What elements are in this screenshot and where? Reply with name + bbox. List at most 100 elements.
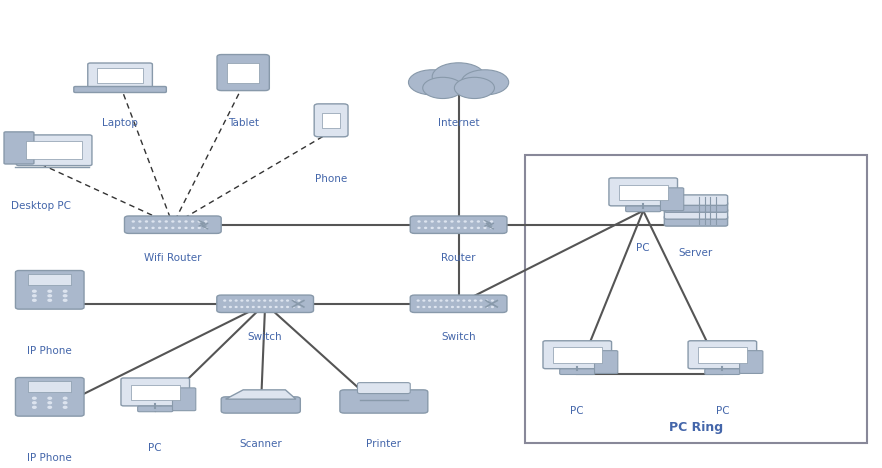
FancyBboxPatch shape bbox=[664, 202, 728, 212]
FancyBboxPatch shape bbox=[138, 406, 173, 412]
Circle shape bbox=[185, 227, 187, 228]
FancyBboxPatch shape bbox=[410, 295, 507, 313]
Circle shape bbox=[454, 77, 495, 99]
Text: PC: PC bbox=[148, 443, 162, 453]
FancyBboxPatch shape bbox=[16, 378, 84, 416]
Circle shape bbox=[48, 406, 51, 408]
Circle shape bbox=[247, 300, 249, 301]
Circle shape bbox=[429, 300, 430, 301]
Circle shape bbox=[275, 300, 277, 301]
Polygon shape bbox=[226, 390, 296, 399]
FancyBboxPatch shape bbox=[419, 83, 498, 91]
FancyBboxPatch shape bbox=[26, 141, 82, 159]
Circle shape bbox=[437, 227, 440, 228]
FancyBboxPatch shape bbox=[740, 351, 763, 373]
Circle shape bbox=[484, 221, 486, 222]
Text: Scanner: Scanner bbox=[239, 439, 282, 449]
Circle shape bbox=[64, 406, 67, 408]
Circle shape bbox=[471, 227, 473, 228]
Circle shape bbox=[138, 227, 141, 228]
Circle shape bbox=[458, 221, 460, 222]
Circle shape bbox=[451, 221, 453, 222]
Circle shape bbox=[152, 227, 154, 228]
FancyBboxPatch shape bbox=[221, 397, 301, 413]
Circle shape bbox=[486, 300, 488, 301]
Circle shape bbox=[287, 300, 288, 301]
FancyBboxPatch shape bbox=[28, 274, 71, 285]
FancyBboxPatch shape bbox=[609, 178, 677, 206]
Circle shape bbox=[172, 227, 174, 228]
Circle shape bbox=[229, 300, 231, 301]
Circle shape bbox=[293, 300, 295, 301]
Circle shape bbox=[431, 221, 433, 222]
Circle shape bbox=[445, 300, 447, 301]
Circle shape bbox=[198, 227, 200, 228]
FancyBboxPatch shape bbox=[121, 378, 190, 406]
Circle shape bbox=[424, 221, 427, 222]
Circle shape bbox=[64, 402, 67, 404]
Circle shape bbox=[490, 221, 492, 222]
Circle shape bbox=[457, 300, 459, 301]
Circle shape bbox=[64, 397, 67, 399]
Circle shape bbox=[48, 402, 51, 404]
Circle shape bbox=[468, 300, 470, 301]
Circle shape bbox=[146, 227, 147, 228]
Circle shape bbox=[298, 300, 300, 301]
Circle shape bbox=[146, 221, 147, 222]
Circle shape bbox=[178, 227, 181, 228]
Circle shape bbox=[64, 295, 67, 297]
FancyBboxPatch shape bbox=[131, 385, 180, 400]
Text: PC: PC bbox=[637, 243, 650, 253]
Circle shape bbox=[464, 221, 467, 222]
Circle shape bbox=[205, 221, 206, 222]
FancyBboxPatch shape bbox=[625, 206, 661, 212]
Circle shape bbox=[451, 227, 453, 228]
FancyBboxPatch shape bbox=[560, 369, 594, 374]
Circle shape bbox=[172, 221, 174, 222]
FancyBboxPatch shape bbox=[661, 188, 684, 211]
FancyBboxPatch shape bbox=[688, 341, 757, 369]
FancyBboxPatch shape bbox=[74, 87, 167, 93]
FancyBboxPatch shape bbox=[322, 113, 340, 128]
Circle shape bbox=[33, 290, 36, 292]
FancyBboxPatch shape bbox=[17, 135, 92, 166]
FancyBboxPatch shape bbox=[543, 341, 611, 369]
FancyBboxPatch shape bbox=[173, 388, 196, 410]
Circle shape bbox=[445, 221, 446, 222]
FancyBboxPatch shape bbox=[28, 381, 71, 392]
Circle shape bbox=[33, 397, 36, 399]
Circle shape bbox=[48, 290, 51, 292]
Text: Desktop PC: Desktop PC bbox=[11, 201, 71, 212]
Circle shape bbox=[432, 63, 485, 91]
Circle shape bbox=[281, 300, 283, 301]
Circle shape bbox=[270, 300, 272, 301]
Circle shape bbox=[431, 227, 433, 228]
Text: Router: Router bbox=[441, 253, 475, 263]
Circle shape bbox=[178, 221, 181, 222]
FancyBboxPatch shape bbox=[4, 132, 34, 164]
Text: Wifi Router: Wifi Router bbox=[144, 253, 202, 263]
Circle shape bbox=[475, 300, 476, 301]
Text: IP Phone: IP Phone bbox=[27, 346, 72, 356]
FancyBboxPatch shape bbox=[698, 347, 747, 363]
Circle shape bbox=[138, 221, 141, 222]
Circle shape bbox=[471, 221, 473, 222]
Circle shape bbox=[464, 227, 467, 228]
Circle shape bbox=[191, 221, 193, 222]
Circle shape bbox=[33, 402, 36, 404]
Circle shape bbox=[33, 300, 36, 301]
FancyBboxPatch shape bbox=[97, 68, 143, 83]
Circle shape bbox=[458, 227, 460, 228]
Text: Switch: Switch bbox=[441, 332, 476, 342]
Circle shape bbox=[480, 300, 482, 301]
Circle shape bbox=[422, 77, 463, 99]
FancyBboxPatch shape bbox=[664, 209, 728, 219]
FancyBboxPatch shape bbox=[357, 383, 410, 394]
Circle shape bbox=[437, 221, 440, 222]
FancyBboxPatch shape bbox=[124, 216, 221, 234]
Text: Laptop: Laptop bbox=[102, 117, 138, 128]
FancyBboxPatch shape bbox=[88, 63, 153, 89]
Circle shape bbox=[33, 295, 36, 297]
FancyBboxPatch shape bbox=[217, 295, 313, 313]
Circle shape bbox=[252, 300, 254, 301]
